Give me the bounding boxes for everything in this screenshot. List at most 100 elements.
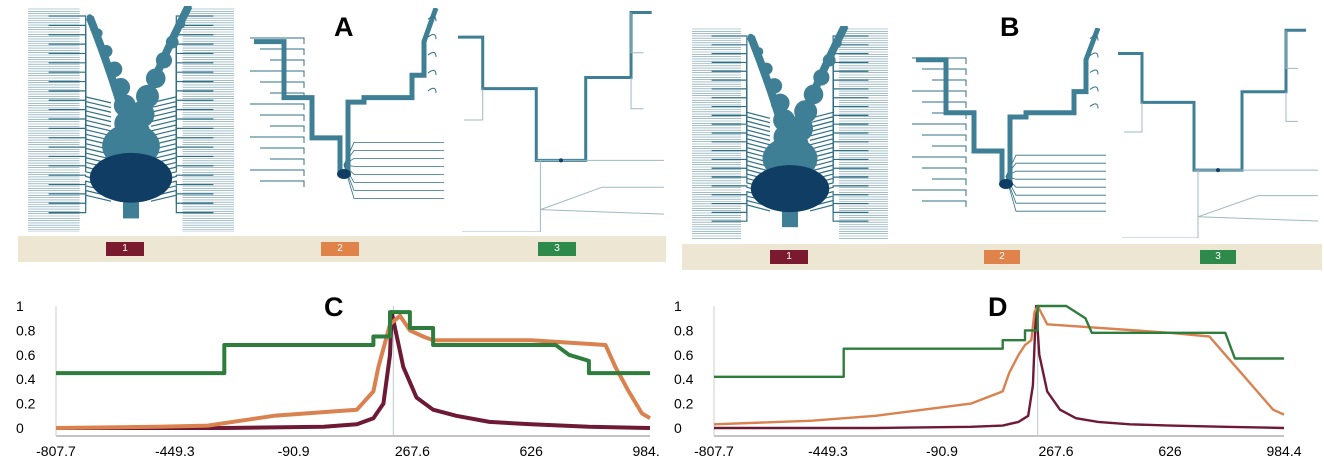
faint-branch (630, 12, 644, 54)
panel-label-c: C (324, 292, 344, 322)
ladder-branch (260, 147, 305, 154)
y-tick-label: 0.8 (16, 322, 36, 338)
y-tick-label: 0.6 (674, 347, 694, 363)
y-tick-label: 0.2 (16, 396, 36, 412)
selected-node (750, 165, 830, 213)
main-path-right (345, 8, 439, 174)
fan-branch (343, 164, 444, 199)
fan-branch (1005, 176, 1106, 180)
panel-label-a: A (334, 12, 354, 42)
main-path-left (916, 57, 1005, 184)
series-line-1 (56, 310, 651, 430)
panel-label-d: D (988, 292, 1008, 322)
upper-right-branch (1089, 69, 1099, 75)
ladder-branch (922, 101, 967, 108)
series-line-1 (714, 304, 1285, 430)
branch-left (711, 70, 771, 137)
ladder-branch (912, 123, 967, 130)
branch-left (48, 137, 112, 165)
y-tick-label: 0.8 (674, 322, 694, 338)
y-tick-label: 0 (16, 420, 24, 436)
series-line-2 (713, 304, 1285, 426)
fan-branch (1005, 176, 1106, 204)
dendrogram-zoom-2-b (1118, 28, 1318, 238)
timeline-swatch-1-b[interactable]: 1 (770, 250, 808, 264)
timeline-swatch-3-a[interactable]: 3 (538, 242, 576, 256)
selected-node (337, 169, 351, 179)
timeline-bar-b: 1 2 3 (682, 244, 1322, 270)
faint-branch (1285, 91, 1298, 122)
y-tick-label: 1 (674, 298, 682, 314)
x-tick-label: 626 (1158, 443, 1182, 459)
selected-node (89, 152, 173, 203)
faint-branch (1122, 216, 1199, 238)
fan-branch (343, 164, 444, 167)
x-tick-label: -90.9 (278, 443, 310, 459)
ladder-branch (250, 103, 305, 110)
upper-right-branch (1089, 86, 1099, 92)
ladder-branch (922, 134, 967, 141)
upper-right-branch (1089, 52, 1099, 58)
faint-branch (1124, 102, 1143, 133)
fan-branch (343, 158, 444, 166)
upper-right-branch (427, 16, 437, 22)
fan-branch (343, 142, 444, 165)
ladder-branch (260, 114, 305, 121)
branch-right (150, 194, 214, 214)
ladder-branch (912, 189, 967, 196)
x-tick-label: 267.6 (1038, 443, 1073, 459)
timeline-bar-a: 1 2 3 (18, 236, 666, 262)
main-path-left (254, 39, 343, 174)
upper-right-branch (427, 87, 437, 93)
x-tick-label: -807.7 (694, 443, 734, 459)
x-tick-label: -807.7 (36, 443, 76, 459)
ladder-branch (922, 200, 967, 207)
x-tick-label: 984.4 (632, 443, 660, 459)
selected-node (999, 179, 1013, 189)
fan-branch (343, 164, 444, 191)
selected-node (1216, 168, 1220, 173)
timeline-swatch-2-a[interactable]: 2 (321, 242, 359, 256)
fan-branch (1005, 176, 1106, 188)
main-path-right (1007, 28, 1101, 184)
x-tick-label: -449.3 (808, 443, 848, 459)
faint-branch (464, 88, 484, 121)
ladder-branch (250, 70, 305, 77)
timeline-swatch-2-b[interactable]: 2 (984, 250, 1020, 264)
branch-left (48, 52, 112, 123)
series-line-3 (56, 310, 650, 376)
branch-right (150, 109, 214, 151)
selected-node (559, 158, 563, 163)
y-tick-label: 0.6 (16, 347, 36, 363)
dendrogram-leaves (28, 8, 234, 232)
upper-right-branch (1089, 103, 1099, 109)
y-tick-label: 0.4 (16, 371, 36, 387)
faint-branch (1197, 216, 1318, 222)
y-tick-label: 1 (16, 298, 24, 314)
ladder-branch (932, 178, 967, 185)
upper-right-branch (427, 34, 437, 40)
x-tick-label: 267.6 (395, 443, 430, 459)
upper-right-branch (1089, 35, 1099, 41)
faint-branch (1197, 170, 1318, 218)
ladder-branch (912, 90, 967, 97)
series-line-3 (714, 304, 1284, 378)
x-tick-label: 626 (520, 443, 544, 459)
line-chart-d: 1 0.8 0.6 0.4 0.2 0 -807.7 -449.3 -90.9 267.6 626 9… (674, 298, 1302, 459)
fan-branch (1005, 170, 1106, 177)
faint-branch (630, 77, 644, 110)
dendrogram-leaves (692, 28, 888, 239)
branch-right (150, 137, 214, 165)
upper-right-branch (427, 69, 437, 75)
y-tick-label: 0.2 (674, 396, 694, 412)
ladder-branch (260, 48, 305, 55)
ladder-branch (932, 79, 967, 86)
timeline-swatch-3-b[interactable]: 3 (1200, 250, 1236, 264)
main-path (458, 10, 652, 162)
ladder-branch (270, 125, 305, 132)
faint-branch (1285, 30, 1298, 69)
upper-right-branch (427, 52, 437, 58)
timeline-swatch-1-a[interactable]: 1 (106, 242, 144, 256)
ladder-branch (922, 68, 967, 75)
fan-branch (343, 150, 444, 166)
